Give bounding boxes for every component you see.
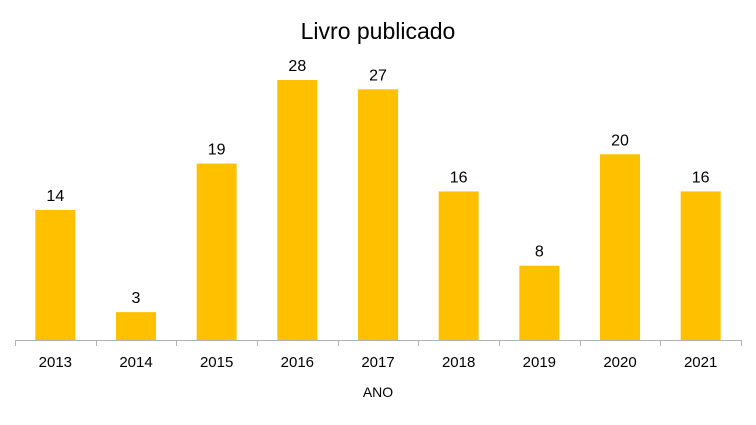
data-label-2019: 8 [535,244,544,261]
bar-2013 [35,210,76,340]
data-label-2018: 16 [450,169,468,186]
x-tick-label-2019: 2019 [523,354,556,371]
data-label-2021: 16 [692,169,710,186]
chart-title: Livro publicado [300,18,456,44]
x-tick-label-2014: 2014 [119,354,152,371]
x-tick-label-2016: 2016 [281,354,314,371]
data-label-2017: 27 [369,67,387,84]
bar-2017 [358,89,398,341]
x-tick-label-2015: 2015 [200,354,233,371]
data-label-2013: 14 [46,188,64,205]
bar-2021 [680,191,721,340]
bar-2019 [519,265,560,340]
data-label-2020: 20 [611,132,629,149]
data-label-2015: 19 [208,142,226,159]
data-label-2016: 28 [288,58,306,75]
bar-2018 [438,191,479,340]
bar-2016 [277,80,318,340]
x-tick-label-2017: 2017 [361,354,394,371]
bar-2020 [600,154,640,340]
data-label-2014: 3 [132,290,141,307]
x-axis-title: ANO [362,384,394,400]
bar-2014 [116,312,156,340]
x-tick-label-2018: 2018 [442,354,475,371]
x-tick-label-2021: 2021 [684,354,717,371]
x-tick-label-2020: 2020 [603,354,636,371]
bar-2015 [196,163,237,340]
x-tick-label-2013: 2013 [39,354,72,371]
